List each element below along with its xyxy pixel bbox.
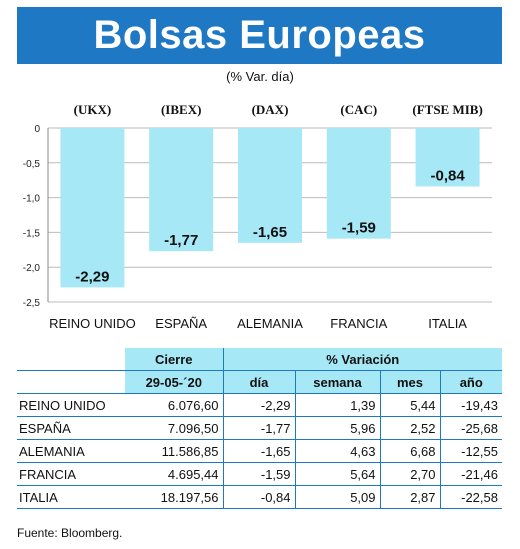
y-tick-label: -1,0 <box>23 194 41 205</box>
index-label: (CAC) <box>340 102 377 117</box>
cell-cierre: 6.076,60 <box>125 393 223 417</box>
category-label: ESPAÑA <box>155 316 207 331</box>
source-note: Fuente: Bloomberg. <box>17 526 123 540</box>
table-row: ESPAÑA 7.096,50 -1,77 5,96 2,52 -25,68 <box>17 416 502 440</box>
bar <box>326 128 391 239</box>
bar-value-label: -2,29 <box>75 268 109 285</box>
cell-dia: -2,29 <box>222 393 295 417</box>
cell-anio: -22,58 <box>439 485 502 509</box>
cell-anio: -21,46 <box>439 462 502 486</box>
bar <box>415 128 480 187</box>
bar-value-label: -1,77 <box>164 232 198 249</box>
table-body: REINO UNIDO 6.076,60 -2,29 1,39 5,44 -19,43 ES… <box>17 393 502 509</box>
cell-cierre: 11.586,85 <box>125 439 223 463</box>
category-label: ALEMANIA <box>237 316 303 331</box>
bar <box>60 128 125 288</box>
cell-dia: -1,77 <box>222 416 295 440</box>
table-row: ALEMANIA 11.586,85 -1,65 4,63 6,68 -12,55 <box>17 439 502 463</box>
cell-mes: 2,87 <box>379 485 440 509</box>
cell-mes: 5,44 <box>379 393 440 417</box>
index-label: (DAX) <box>252 102 289 117</box>
cell-semana: 4,63 <box>294 439 380 463</box>
y-tick-label: -0,5 <box>23 159 41 170</box>
row-name: REINO UNIDO <box>17 393 125 417</box>
table-row: FRANCIA 4.695,44 -1,59 5,64 2,70 -21,46 <box>17 462 502 486</box>
cell-semana: 1,39 <box>294 393 380 417</box>
index-label: (UKX) <box>74 102 112 117</box>
cell-mes: 6,68 <box>379 439 440 463</box>
bar <box>149 128 214 252</box>
row-name: ESPAÑA <box>17 416 125 440</box>
row-name: FRANCIA <box>17 462 125 486</box>
cell-dia: -1,65 <box>222 439 295 463</box>
y-tick-label: 0 <box>34 124 40 135</box>
group-header-variacion: % Variación <box>222 348 502 371</box>
cell-dia: -1,59 <box>222 462 295 486</box>
table-group-header-row: Cierre % Variación <box>17 348 502 371</box>
table-row: REINO UNIDO 6.076,60 -2,29 1,39 5,44 -19,43 <box>17 393 502 417</box>
cell-cierre: 4.695,44 <box>125 462 223 486</box>
cell-anio: -19,43 <box>439 393 502 417</box>
bar-chart: 0 -0,5 -1,0 -1,5 -2,0 -2,5 -2,29 (UKX) REINO UNI… <box>23 102 492 331</box>
cell-semana: 5,96 <box>294 416 380 440</box>
cell-semana: 5,64 <box>294 462 380 486</box>
group-header-cierre: Cierre <box>125 348 223 371</box>
markets-table: Cierre % Variación 29-05-´20 día semana … <box>17 348 502 509</box>
cell-dia: -0,84 <box>222 485 295 509</box>
y-tick-label: -2,5 <box>23 298 41 309</box>
col-header-dia: día <box>222 370 295 394</box>
y-tick-label: -1,5 <box>23 228 41 239</box>
cell-anio: -12,55 <box>439 439 502 463</box>
cell-mes: 2,70 <box>379 462 440 486</box>
blank-header-cell <box>17 370 125 394</box>
table-column-header-row: 29-05-´20 día semana mes año <box>17 370 502 394</box>
chart-subtitle: (% Var. día) <box>226 69 294 84</box>
cell-anio: -25,68 <box>439 416 502 440</box>
bar-value-label: -1,59 <box>342 220 376 237</box>
row-name: ALEMANIA <box>17 439 125 463</box>
index-label: (FTSE MIB) <box>412 102 482 117</box>
title-banner: Bolsas Europeas <box>17 7 502 64</box>
col-header-anio: año <box>439 370 502 394</box>
col-header-mes: mes <box>379 370 440 394</box>
category-label: ITALIA <box>428 316 467 331</box>
category-label: FRANCIA <box>330 316 387 331</box>
chart-title: Bolsas Europeas <box>93 13 426 57</box>
cell-semana: 5,09 <box>294 485 380 509</box>
cell-mes: 2,52 <box>379 416 440 440</box>
bar-value-label: -1,65 <box>253 224 287 241</box>
bar-value-label: -0,84 <box>430 167 465 184</box>
category-label: REINO UNIDO <box>49 316 136 331</box>
cell-cierre: 18.197,56 <box>125 485 223 509</box>
cell-cierre: 7.096,50 <box>125 416 223 440</box>
col-header-semana: semana <box>294 370 380 394</box>
index-label: (IBEX) <box>161 102 201 117</box>
bar <box>238 128 302 243</box>
y-tick-label: -2,0 <box>23 263 41 274</box>
table-row: ITALIA 18.197,56 -0,84 5,09 2,87 -22,58 <box>17 485 502 509</box>
blank-header-cell <box>17 348 125 371</box>
col-header-fecha: 29-05-´20 <box>125 370 223 394</box>
row-name: ITALIA <box>17 485 125 509</box>
